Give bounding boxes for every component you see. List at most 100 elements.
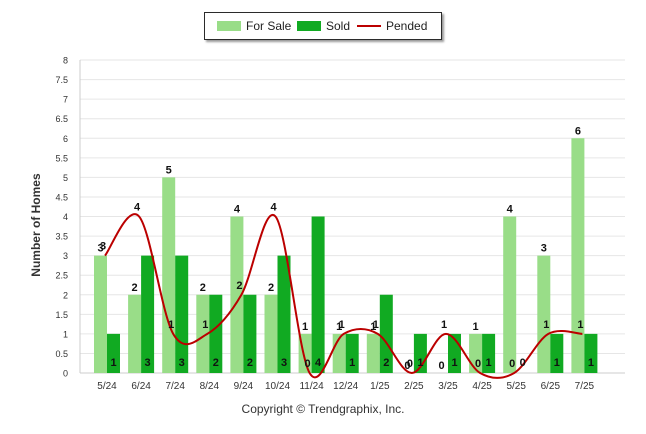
data-label-for-sale: 3 bbox=[541, 243, 547, 255]
y-tick-label: 1 bbox=[63, 329, 68, 339]
data-label-for-sale: 1 bbox=[336, 321, 342, 333]
y-tick-label: 0 bbox=[63, 369, 68, 379]
bar-sold bbox=[550, 333, 564, 373]
x-tick-labels: 5/24 6/24 7/24 8/24 9/24 10/24 11/24 12/24 1/25 2… bbox=[97, 381, 594, 392]
y-axis-label: Number of Homes bbox=[29, 173, 43, 277]
y-tick-labels: 0 0.5 1 1.5 2 2.5 3 3.5 4 4.5 5 5.5 6 6.5 7 7.5 8 bbox=[55, 56, 68, 379]
x-tick-label: 1/25 bbox=[370, 381, 390, 392]
data-label-sold: 3 bbox=[281, 357, 287, 369]
bar-for-sale bbox=[537, 255, 551, 373]
bar-for-sale bbox=[162, 177, 176, 373]
y-tick-label: 6.5 bbox=[55, 114, 68, 124]
copyright-footer: Copyright © Trendgraphix, Inc. bbox=[241, 402, 405, 416]
legend-item-for-sale[interactable]: For Sale bbox=[217, 19, 291, 33]
data-label-pended: 3 bbox=[100, 241, 106, 253]
y-tick-label: 4 bbox=[63, 212, 68, 222]
data-label-sold: 2 bbox=[247, 357, 253, 369]
pended-line bbox=[104, 213, 583, 379]
data-label-pended: 4 bbox=[134, 202, 141, 214]
bar-for-sale bbox=[196, 294, 210, 373]
y-tick-label: 0.5 bbox=[55, 349, 68, 359]
y-tick-label: 8 bbox=[63, 56, 68, 66]
x-tick-label: 5/24 bbox=[97, 381, 117, 392]
bar-sold bbox=[345, 333, 359, 373]
bar-sold bbox=[277, 255, 291, 373]
x-tick-label: 10/24 bbox=[265, 381, 290, 392]
x-tick-label: 7/24 bbox=[165, 381, 185, 392]
y-tick-label: 7.5 bbox=[55, 75, 68, 85]
legend-label-for-sale: For Sale bbox=[246, 19, 292, 33]
bar-sold bbox=[141, 255, 155, 373]
y-tick-label: 3 bbox=[63, 251, 68, 261]
data-label-pended: 1 bbox=[577, 319, 583, 331]
bar-for-sale bbox=[571, 138, 585, 373]
data-label-sold: 4 bbox=[315, 357, 322, 369]
data-label-sold: 1 bbox=[554, 357, 560, 369]
data-label-pended: 4 bbox=[270, 202, 277, 214]
y-tick-label: 2 bbox=[63, 290, 68, 300]
data-label-pended: 1 bbox=[168, 319, 174, 331]
data-label-for-sale: 1 bbox=[370, 321, 376, 333]
x-tick-label: 12/24 bbox=[333, 381, 358, 392]
legend-item-sold[interactable]: Sold bbox=[297, 19, 350, 33]
legend-item-pended[interactable]: Pended bbox=[357, 19, 427, 33]
legend-label-pended: Pended bbox=[386, 19, 428, 33]
data-label-sold: 1 bbox=[110, 357, 116, 369]
data-label-for-sale: 2 bbox=[200, 282, 206, 294]
legend-swatch-pended bbox=[357, 25, 381, 27]
data-label-for-sale: 5 bbox=[166, 164, 172, 176]
data-label-pended: 1 bbox=[202, 319, 208, 331]
bar-for-sale bbox=[366, 333, 380, 373]
data-label-for-sale: 0 bbox=[404, 360, 410, 372]
data-label-for-sale: 1 bbox=[473, 321, 479, 333]
bar-for-sale bbox=[128, 294, 142, 373]
y-tick-label: 5.5 bbox=[55, 153, 68, 163]
data-label-for-sale: 1 bbox=[302, 321, 308, 333]
y-tick-label: 4.5 bbox=[55, 192, 68, 202]
y-tick-label: 5 bbox=[63, 173, 68, 183]
data-label-pended: 1 bbox=[543, 319, 549, 331]
data-label-pended: 1 bbox=[441, 319, 447, 331]
data-label-pended: 0 bbox=[407, 358, 413, 370]
x-tick-label: 5/25 bbox=[506, 381, 526, 392]
y-tick-label: 6 bbox=[63, 134, 68, 144]
bar-for-sale bbox=[94, 255, 107, 373]
data-label-for-sale: 3 bbox=[97, 243, 103, 255]
data-label-sold: 1 bbox=[417, 357, 423, 369]
data-label-sold: 1 bbox=[349, 357, 355, 369]
pended-series-line bbox=[104, 213, 583, 379]
bar-sold bbox=[243, 294, 257, 373]
bar-for-sale bbox=[230, 216, 244, 373]
y-tick-label: 7 bbox=[63, 95, 68, 105]
y-tick-label: 2.5 bbox=[55, 271, 68, 281]
data-label-pended: 0 bbox=[475, 358, 481, 370]
x-tick-label: 6/25 bbox=[541, 381, 561, 392]
legend-label-sold: Sold bbox=[326, 19, 351, 33]
legend-swatch-for-sale bbox=[217, 21, 241, 31]
bar-sold bbox=[311, 216, 325, 373]
data-label-pended: 0 bbox=[509, 358, 515, 370]
bar-sold bbox=[209, 294, 223, 373]
data-label-sold: 2 bbox=[383, 357, 389, 369]
bar-sold bbox=[379, 294, 393, 373]
legend: For Sale Sold Pended bbox=[204, 12, 442, 40]
data-label-pended: 1 bbox=[373, 319, 379, 331]
y-tick-label: 1.5 bbox=[55, 310, 68, 320]
x-tick-label: 2/25 bbox=[404, 381, 424, 392]
x-tick-label: 7/25 bbox=[575, 381, 595, 392]
data-label-sold: 1 bbox=[451, 357, 457, 369]
bar-for-sale bbox=[503, 216, 517, 373]
data-label-sold: 2 bbox=[213, 357, 219, 369]
bar-sold bbox=[482, 333, 496, 373]
data-label-pended: 0 bbox=[305, 358, 311, 370]
bar-for-sale bbox=[264, 294, 278, 373]
y-tick-label: 3.5 bbox=[55, 232, 68, 242]
data-label-sold: 3 bbox=[179, 357, 185, 369]
data-label-for-sale: 6 bbox=[575, 125, 581, 137]
bar-sold bbox=[175, 255, 189, 373]
data-label-pended: 1 bbox=[339, 319, 345, 331]
data-label-for-sale: 4 bbox=[507, 204, 514, 216]
x-tick-label: 8/24 bbox=[200, 381, 220, 392]
data-label-for-sale: 0 bbox=[438, 360, 444, 372]
